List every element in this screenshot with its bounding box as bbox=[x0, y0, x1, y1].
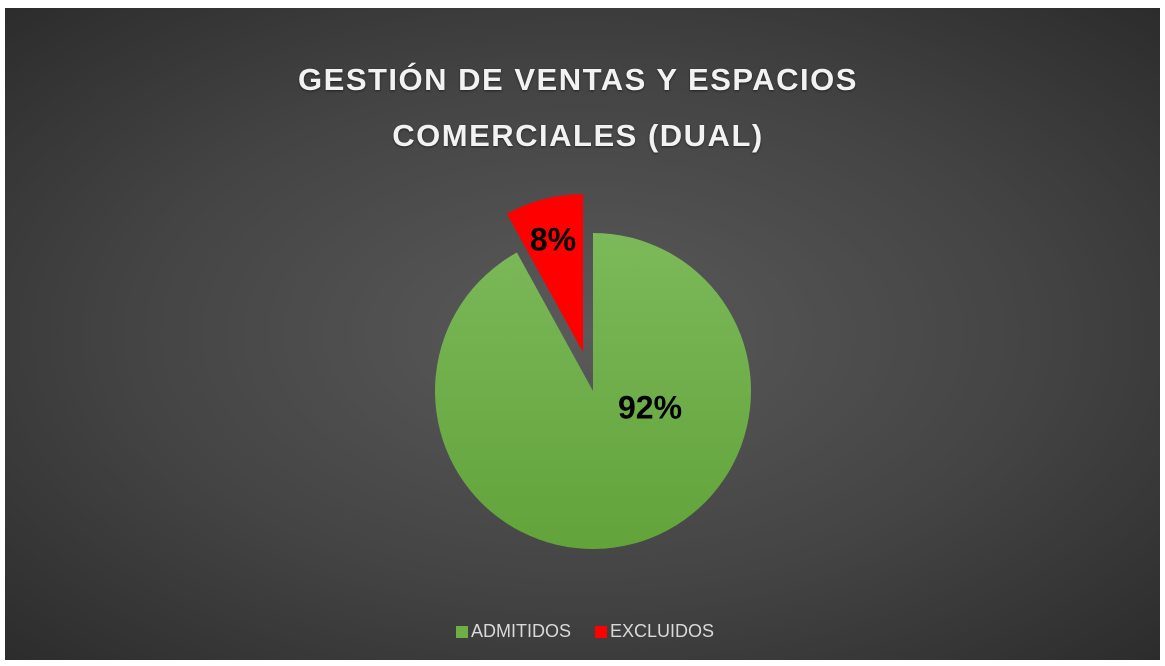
legend-swatch bbox=[456, 626, 468, 638]
legend-label: ADMITIDOS bbox=[471, 621, 571, 641]
chart-title: GESTIÓN DE VENTAS Y ESPACIOS COMERCIALES… bbox=[298, 62, 858, 153]
pie-slice bbox=[506, 194, 584, 353]
data-label: 92% bbox=[618, 389, 682, 425]
data-label: 8% bbox=[530, 221, 576, 257]
legend-swatch bbox=[595, 626, 607, 638]
legend-label: EXCLUIDOS bbox=[610, 621, 714, 641]
pie-slice bbox=[435, 233, 752, 549]
